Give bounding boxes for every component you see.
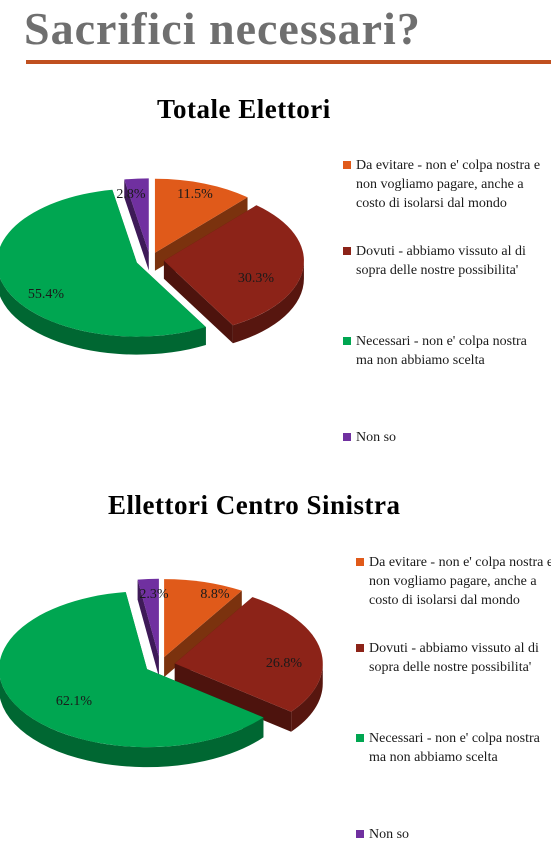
legend-label: Non so <box>356 430 397 445</box>
pie-slice-necessari <box>0 189 206 337</box>
title-underline <box>26 60 551 64</box>
legend-swatch <box>356 830 364 838</box>
legend-swatch <box>343 161 351 169</box>
pie-slice-da-evitare <box>164 579 242 658</box>
pie-slice-side-non-so <box>137 579 159 677</box>
legend-label: Da evitare - non e' colpa nostra e non v… <box>356 158 541 211</box>
data-label-da-evitare: 11.5% <box>177 187 213 202</box>
data-label-da-evitare: 8.8% <box>200 587 230 602</box>
legend-swatch <box>356 558 364 566</box>
legend-label: Dovuti - abbiamo vissuto al di sopra del… <box>356 244 526 278</box>
legend-label: Da evitare - non e' colpa nostra e non v… <box>369 555 551 608</box>
pie-slice-side-da-evitare <box>164 590 242 678</box>
data-label-non-so: 2.3% <box>139 587 169 602</box>
pie-chart-totale: 11.5% 30.3% 55.4% 2.8% <box>0 178 304 355</box>
data-label-non-so: 2.8% <box>116 187 146 202</box>
legend-label: Non so <box>369 827 410 842</box>
legend-swatch <box>343 433 351 441</box>
legend-swatch <box>356 644 364 652</box>
data-label-dovuti: 30.3% <box>238 271 275 286</box>
legend-swatch <box>343 247 351 255</box>
legend-label: Necessari - non e' colpa nostra ma non a… <box>356 334 527 368</box>
pie-slice-necessari <box>0 591 264 748</box>
pie-slice-dovuti <box>163 205 304 326</box>
data-label-necessari: 62.1% <box>56 694 93 709</box>
pie-slice-da-evitare <box>154 178 248 253</box>
pie-slice-non-so <box>137 578 159 657</box>
chart-title-totale: Totale Elettori <box>157 94 331 124</box>
pie-slice-dovuti <box>174 597 323 712</box>
chart-title-centro-sinistra: Ellettori Centro Sinistra <box>108 490 401 520</box>
legend-swatch <box>356 734 364 742</box>
pie-slice-side-non-so <box>124 179 149 271</box>
legend-label: Necessari - non e' colpa nostra ma non a… <box>369 731 540 765</box>
data-label-dovuti: 26.8% <box>266 656 303 671</box>
legend-swatch <box>343 337 351 345</box>
legend-label: Dovuti - abbiamo vissuto al di sopra del… <box>369 641 539 675</box>
data-label-necessari: 55.4% <box>28 287 65 302</box>
page-title: Sacrifici necessari? <box>24 3 421 54</box>
pie-slice-non-so <box>124 178 149 253</box>
pie-chart-centro-sinistra: 8.8% 26.8% 62.1% 2.3% <box>0 578 323 768</box>
